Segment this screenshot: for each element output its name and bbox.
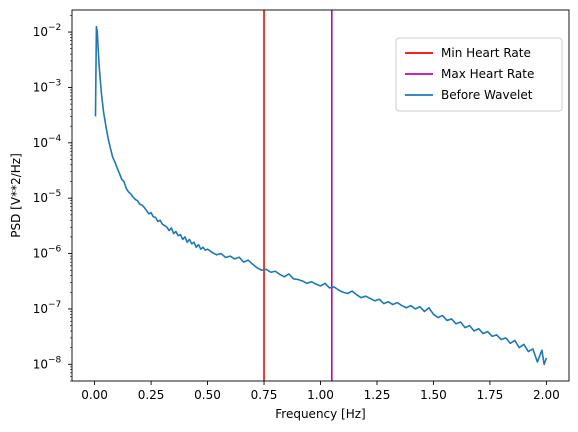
legend-label-min-heart-rate: Min Heart Rate (441, 46, 531, 60)
y-tick-exponent: −4 (48, 134, 62, 144)
y-tick-label: 10 (33, 357, 48, 371)
x-axis: 0.00 0.25 0.50 0.75 1.00 1.25 1.50 1.75 2.00 (81, 381, 560, 402)
y-tick-exponent: −7 (48, 300, 61, 310)
y-tick-label: 10 (33, 80, 48, 94)
y-axis: 10−810−710−610−510−410−310−2 (33, 15, 72, 382)
x-axis-label: Frequency [Hz] (275, 407, 366, 421)
y-axis-label: PSD [V**2/Hz] (9, 153, 23, 237)
x-tick-label: 0.50 (194, 388, 221, 402)
y-tick-exponent: −5 (48, 189, 61, 199)
y-tick-label: 10 (33, 136, 48, 150)
y-tick-exponent: −8 (48, 355, 62, 365)
y-tick-label: 10 (33, 247, 48, 261)
x-tick-label: 1.75 (477, 388, 504, 402)
x-tick-label: 0.75 (251, 388, 278, 402)
legend-box (395, 37, 563, 112)
y-tick-label: 10 (33, 25, 48, 39)
legend: Min Heart Rate Max Heart Rate Before Wavel… (395, 37, 563, 112)
x-tick-label: 1.00 (307, 388, 334, 402)
legend-label-max-heart-rate: Max Heart Rate (441, 67, 534, 81)
y-tick-label: 10 (33, 302, 48, 316)
y-tick-label: 10 (33, 191, 48, 205)
x-tick-label: 1.25 (364, 388, 391, 402)
x-tick-label: 0.00 (81, 388, 108, 402)
y-tick-exponent: −3 (48, 78, 61, 88)
x-tick-label: 0.25 (138, 388, 165, 402)
x-tick-label: 1.50 (420, 388, 447, 402)
series-line-before-wavelet (94, 25, 548, 366)
y-tick-exponent: −6 (48, 245, 62, 255)
x-tick-label: 2.00 (533, 388, 560, 402)
legend-label-before-wavelet: Before Wavelet (441, 88, 533, 102)
y-tick-exponent: −2 (48, 23, 61, 33)
